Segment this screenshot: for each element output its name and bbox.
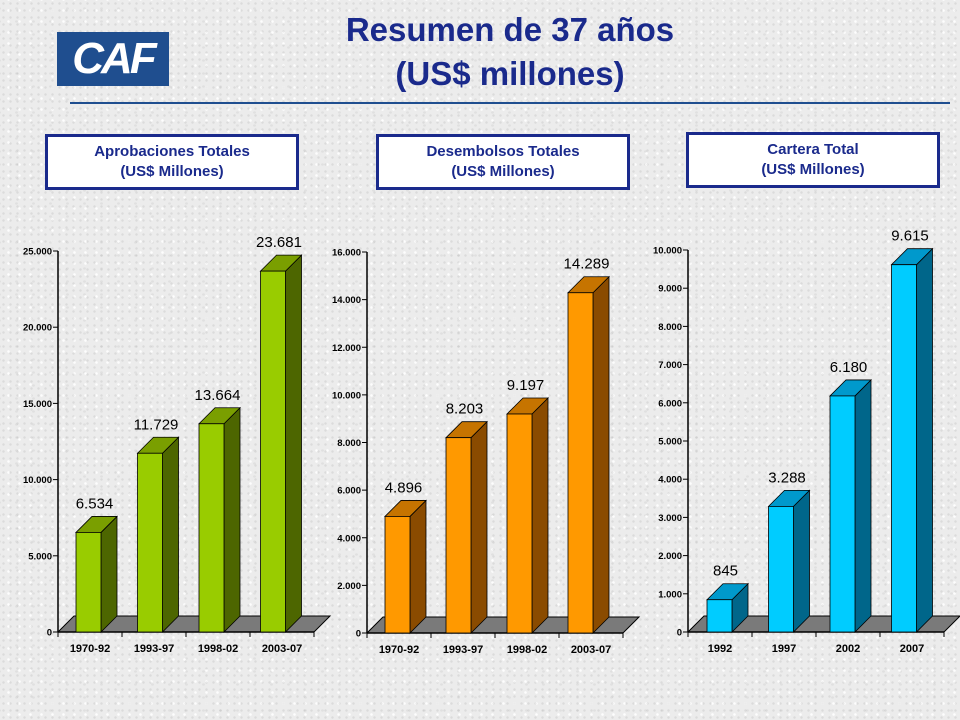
bar: [137, 452, 163, 633]
y-tick-label: 15.000: [23, 399, 52, 410]
bar-side: [854, 378, 872, 633]
y-tick-label: 7.000: [658, 360, 682, 371]
bar: [891, 264, 917, 633]
y-tick-label: 8.000: [658, 322, 682, 333]
bar: [384, 516, 411, 634]
y-tick-label: 1.000: [658, 589, 682, 600]
bar: [198, 423, 225, 633]
x-tick-label: 2007: [900, 643, 924, 655]
y-tick-label: 0: [677, 628, 682, 639]
data-label: 11.729: [134, 416, 179, 433]
data-label: 23.681: [256, 234, 302, 251]
y-tick-label: 12.000: [332, 343, 361, 354]
chart-cartera: 0 1.000 2.000 3.000 4.000 5.000 6.000 7.000 8.00…: [653, 228, 960, 655]
logo-text: CAF: [72, 34, 156, 83]
bar-side: [409, 499, 427, 634]
y-tick-label: 10.000: [332, 390, 361, 401]
panel-subtitle: (US$ Millones): [761, 161, 865, 178]
bar-side: [531, 397, 549, 634]
bar: [829, 395, 856, 633]
data-label: 9.197: [507, 377, 545, 394]
page-title-line2: (US$ millones): [395, 55, 625, 92]
y-tick-label: 2.000: [337, 581, 361, 592]
data-label: 14.289: [564, 256, 610, 273]
panel-title: Desembolsos Totales: [426, 143, 580, 160]
y-tick-label: 3.000: [658, 513, 682, 524]
panel-title-aprobaciones: Aprobaciones Totales (US$ Millones): [45, 134, 299, 190]
y-tick-label: 10.000: [653, 246, 682, 257]
data-label: 9.615: [891, 228, 929, 245]
x-tick-label: 2002: [836, 643, 860, 655]
chart-desembolsos: 0 2.000 4.000 6.000 8.000 10.000 12.000 14.000 1…: [332, 248, 641, 656]
bar: [506, 413, 533, 634]
y-tick-label: 9.000: [658, 284, 682, 295]
panel-title-desembolsos: Desembolsos Totales (US$ Millones): [376, 134, 630, 190]
bar: [260, 270, 286, 633]
x-tick-label: 2003-07: [571, 644, 611, 656]
data-label: 8.203: [446, 401, 484, 418]
data-label: 13.664: [195, 387, 241, 404]
bar-side: [223, 406, 241, 633]
bar: [768, 505, 794, 633]
x-tick-label: 1998-02: [198, 643, 238, 655]
x-tick-label: 2003-07: [262, 643, 302, 655]
bar-side: [100, 515, 118, 633]
bar: [75, 532, 102, 633]
y-tick-label: 0: [356, 629, 361, 640]
y-tick-label: 4.000: [658, 475, 682, 486]
page-title-line1: Resumen de 37 años: [345, 11, 675, 48]
y-tick-label: 6.000: [337, 486, 361, 497]
panel-subtitle: (US$ Millones): [451, 163, 555, 180]
y-tick-label: 6.000: [658, 398, 682, 409]
bar-side: [793, 489, 810, 633]
bar: [445, 437, 472, 634]
y-tick-label: 0: [47, 628, 52, 639]
panel-title: Aprobaciones Totales: [94, 143, 250, 160]
y-tick-label: 4.000: [337, 533, 361, 544]
bar: [567, 292, 594, 634]
data-label: 3.288: [768, 469, 806, 486]
y-tick-label: 5.000: [658, 437, 682, 448]
x-tick-label: 1970-92: [379, 644, 419, 656]
header-rule: [70, 102, 950, 104]
bar-side: [470, 420, 488, 634]
caf-logo: CAF: [57, 32, 169, 86]
x-tick-label: 1997: [772, 643, 796, 655]
bar: [706, 599, 733, 633]
x-tick-label: 1992: [708, 643, 732, 655]
y-tick-label: 5.000: [28, 551, 52, 562]
panel-title: Cartera Total: [767, 141, 859, 158]
data-label: 845: [713, 563, 738, 580]
data-label: 6.180: [830, 359, 868, 376]
data-label: 4.896: [385, 479, 423, 496]
bar-side: [916, 247, 933, 633]
panel-subtitle: (US$ Millones): [120, 163, 224, 180]
y-tick-label: 2.000: [658, 551, 682, 562]
bar-side: [285, 254, 302, 633]
x-tick-label: 1970-92: [70, 643, 110, 655]
y-tick-label: 14.000: [332, 295, 361, 306]
y-tick-label: 20.000: [23, 323, 52, 334]
y-tick-label: 8.000: [337, 438, 361, 449]
x-tick-label: 1998-02: [507, 644, 547, 656]
data-label: 6.534: [76, 495, 114, 512]
bar-side: [162, 436, 179, 633]
chart-aprobaciones: 0 5.000 10.000 15.000 20.000 25.000 6.534 1970-…: [23, 234, 332, 655]
y-tick-label: 10.000: [23, 475, 52, 486]
bar-side: [592, 275, 610, 634]
page-title: Resumen de 37 años (US$ millones): [280, 8, 740, 96]
x-tick-label: 1993-97: [443, 644, 483, 656]
x-tick-label: 1993-97: [134, 643, 174, 655]
panel-title-cartera: Cartera Total (US$ Millones): [686, 132, 940, 188]
y-tick-label: 16.000: [332, 248, 361, 259]
y-tick-label: 25.000: [23, 247, 52, 258]
